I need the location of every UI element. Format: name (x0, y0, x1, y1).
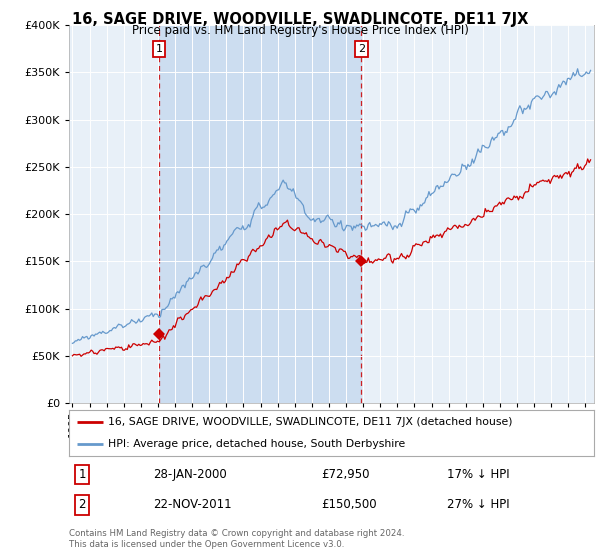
Text: 2: 2 (79, 498, 86, 511)
Text: £150,500: £150,500 (321, 498, 377, 511)
Text: Contains HM Land Registry data © Crown copyright and database right 2024.
This d: Contains HM Land Registry data © Crown c… (69, 529, 404, 549)
Text: Price paid vs. HM Land Registry's House Price Index (HPI): Price paid vs. HM Land Registry's House … (131, 24, 469, 37)
Text: 1: 1 (155, 44, 163, 54)
Text: 27% ↓ HPI: 27% ↓ HPI (447, 498, 509, 511)
Text: 17% ↓ HPI: 17% ↓ HPI (447, 468, 509, 481)
Text: 28-JAN-2000: 28-JAN-2000 (153, 468, 227, 481)
Bar (159, 25, 361, 403)
Text: HPI: Average price, detached house, South Derbyshire: HPI: Average price, detached house, Sout… (109, 438, 406, 449)
Text: 1: 1 (79, 468, 86, 481)
Text: 22-NOV-2011: 22-NOV-2011 (153, 498, 232, 511)
Text: 2: 2 (358, 44, 365, 54)
Text: 16, SAGE DRIVE, WOODVILLE, SWADLINCOTE, DE11 7JX (detached house): 16, SAGE DRIVE, WOODVILLE, SWADLINCOTE, … (109, 417, 513, 427)
Text: 16, SAGE DRIVE, WOODVILLE, SWADLINCOTE, DE11 7JX: 16, SAGE DRIVE, WOODVILLE, SWADLINCOTE, … (72, 12, 528, 27)
Text: £72,950: £72,950 (321, 468, 370, 481)
